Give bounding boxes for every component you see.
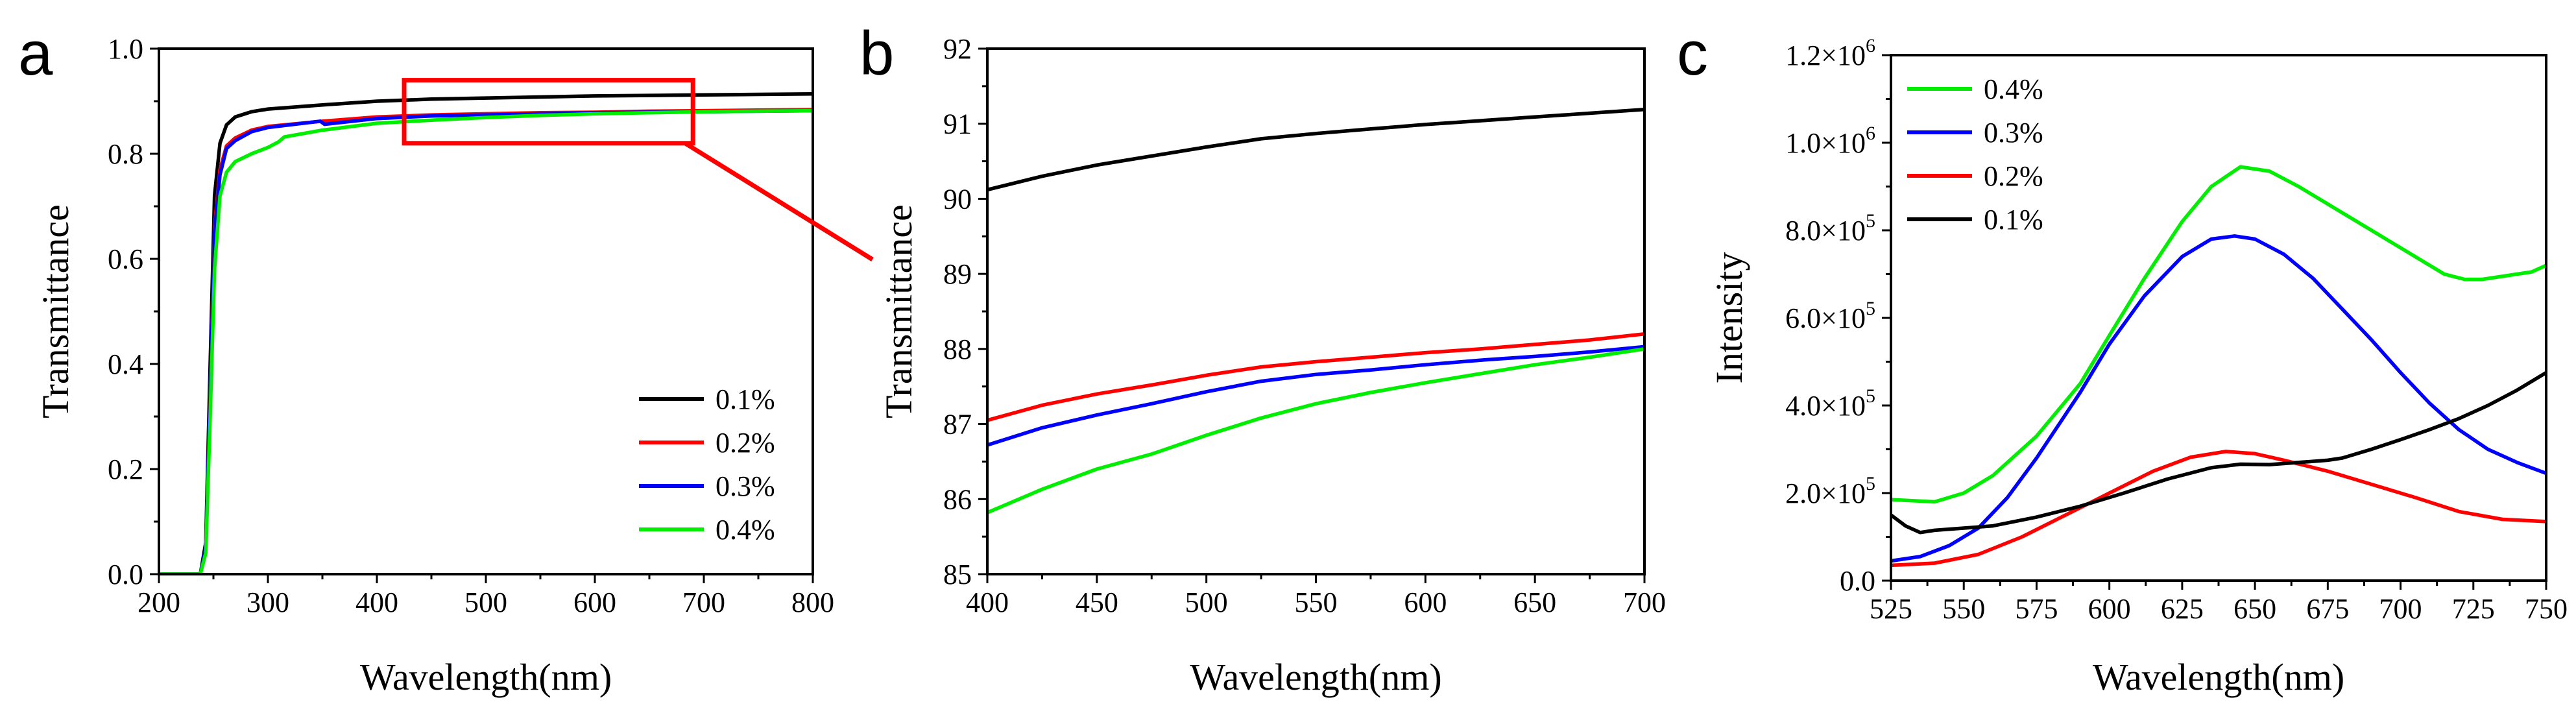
series-line-b-0-3pct: [987, 344, 1644, 447]
y-tick-mantissa: 4.0×10: [1785, 390, 1866, 422]
legend-label: 0.1%: [716, 383, 775, 415]
x-tick-label: 725: [2452, 593, 2495, 625]
x-tick-label: 700: [2379, 593, 2422, 625]
x-tick-label: 650: [2233, 593, 2276, 625]
x-tick-label: 550: [1295, 586, 1338, 618]
x-tick-label: 550: [1942, 593, 1985, 625]
y-tick-label: 1.0×106: [1785, 123, 1875, 159]
y-tick-label: 0.8: [108, 138, 143, 170]
y-tick-mantissa: 1.2×10: [1785, 40, 1866, 71]
series-line-a-0-4pct: [159, 108, 813, 574]
x-tick-label: 650: [1513, 586, 1556, 618]
y-tick-exponent: 5: [1866, 298, 1875, 319]
legend-label: 0.4%: [716, 514, 775, 546]
series-line-c-0-1pct: [1891, 370, 2546, 535]
y-tick-exponent: 5: [1866, 385, 1875, 407]
y-tick-label: 90: [943, 183, 972, 215]
y-tick-label: 86: [943, 483, 972, 515]
y-tick-mantissa: 1.0×10: [1785, 127, 1866, 159]
x-tick-label: 625: [2161, 593, 2204, 625]
legend-label: 0.1%: [1984, 204, 2043, 236]
y-tick-label: 91: [943, 108, 972, 140]
x-tick-label: 700: [1623, 586, 1666, 618]
chart-panel-c: c 525 550 575 600 625 650 675 700 725 750 0.0 2.0×10…: [1677, 19, 2568, 698]
y-tick-mantissa: 8.0×10: [1785, 215, 1866, 247]
y-tick-mantissa: 6.0×10: [1785, 302, 1866, 334]
y-tick-label: 4.0×105: [1785, 385, 1875, 422]
series-line-b-0-4pct: [987, 347, 1644, 514]
y-tick-label: 87: [943, 409, 972, 441]
legend-a: 0.1% 0.2% 0.3% 0.4%: [639, 383, 775, 546]
y-tick-label: 88: [943, 333, 972, 365]
legend-label: 0.3%: [716, 470, 775, 502]
x-tick-label: 600: [2088, 593, 2131, 625]
x-tick-label: 400: [966, 586, 1009, 618]
legend-label: 0.4%: [1984, 73, 2043, 105]
y-tick-label: 1.0: [108, 33, 143, 65]
y-tick-exponent: 5: [1866, 473, 1875, 494]
x-tick-label: 500: [464, 586, 507, 618]
x-axis-title-c: Wavelength(nm): [2093, 656, 2344, 698]
x-tick-label: 800: [791, 586, 834, 618]
y-axis-title-c: Intensity: [1708, 252, 1750, 384]
y-tick-mantissa: 2.0×10: [1785, 477, 1866, 509]
x-tick-label: 750: [2525, 593, 2568, 625]
y-axis-title-b: Transmittance: [878, 204, 920, 418]
y-tick-label: 0.4: [108, 348, 143, 380]
panel-label-a: a: [18, 19, 53, 88]
series-line-c-0-3pct: [1891, 234, 2546, 563]
y-tick-label: 89: [943, 258, 972, 290]
series-line-c-0-2pct: [1891, 450, 2546, 568]
x-tick-label: 450: [1076, 586, 1118, 618]
x-axis-title-b: Wavelength(nm): [1190, 656, 1441, 698]
x-tick-label: 600: [1404, 586, 1447, 618]
y-axis-title-a: Transmittance: [34, 204, 77, 418]
y-tick-label: 6.0×105: [1785, 298, 1875, 334]
legend-c: 0.4% 0.3% 0.2% 0.1%: [1907, 73, 2043, 236]
x-tick-label: 700: [682, 586, 725, 618]
x-tick-label: 575: [2015, 593, 2058, 625]
x-tick-label: 400: [355, 586, 398, 618]
y-tick-label: 1.2×106: [1785, 35, 1875, 71]
y-tick-label: 0.2: [108, 453, 143, 485]
x-tick-label: 200: [138, 586, 180, 618]
y-tick-exponent: 6: [1866, 35, 1875, 56]
panel-label-b: b: [860, 19, 894, 88]
y-tick-label: 92: [943, 33, 972, 65]
plot-area-a: [159, 91, 813, 574]
plot-area-b: [987, 107, 1644, 514]
x-tick-label: 675: [2306, 593, 2349, 625]
y-tick-mantissa: 0.0: [1840, 565, 1875, 597]
y-tick-label: 8.0×105: [1785, 210, 1875, 247]
y-tick-exponent: 6: [1866, 123, 1875, 144]
y-tick-label: 2.0×105: [1785, 473, 1875, 509]
y-tick-label: 0.0: [1840, 565, 1875, 597]
x-tick-label: 500: [1185, 586, 1228, 618]
x-axis-title-a: Wavelength(nm): [360, 656, 612, 698]
zoom-connector-line: [684, 141, 874, 261]
chart-panel-b: b 400 450 500 550 600 650 700 85 86 87 88 89 90 91 92 Wa…: [860, 19, 1666, 698]
y-tick-label: 0.6: [108, 243, 143, 275]
legend-label: 0.3%: [1984, 117, 2043, 149]
series-line-b-0-1pct: [987, 107, 1644, 192]
chart-panel-a: a 200 300 400 500 600 700 800 0.0 0.2 0.4 0.6 0.8 1.0…: [18, 19, 874, 698]
x-tick-label: 525: [1870, 593, 1912, 625]
y-tick-exponent: 5: [1866, 210, 1875, 232]
y-tick-label: 0.0: [108, 559, 143, 590]
series-line-c-0-4pct: [1891, 165, 2546, 504]
legend-label: 0.2%: [1984, 160, 2043, 192]
series-line-b-0-2pct: [987, 332, 1644, 422]
legend-label: 0.2%: [716, 427, 775, 459]
plot-area-c: [1891, 165, 2546, 568]
zoom-region-box: [402, 78, 695, 146]
y-tick-label: 85: [943, 559, 972, 590]
panel-label-c: c: [1677, 19, 1708, 88]
x-tick-label: 300: [247, 586, 289, 618]
x-tick-label: 600: [573, 586, 616, 618]
